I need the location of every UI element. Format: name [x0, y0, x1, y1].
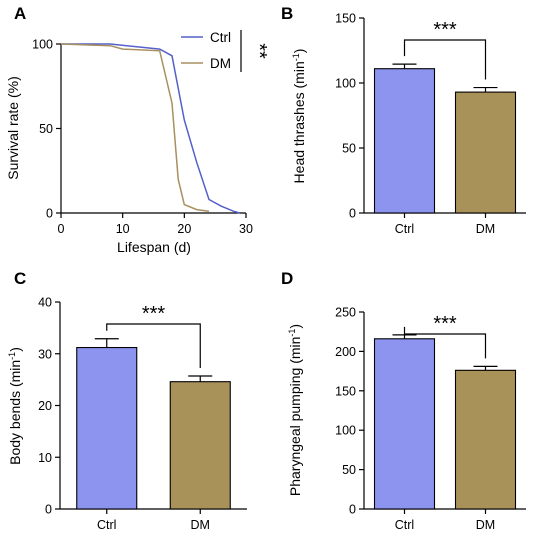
panel-a: A 0 50 100 0 10 20 30 Lifespan (d) Ctrl DM **: [14, 4, 270, 255]
y-tick-label: 50: [342, 142, 356, 156]
y-tick-label: 0: [349, 207, 356, 221]
panel-letter: D: [281, 269, 293, 288]
panel-c: C 0 10 20 30 40 Ctrl DM ***: [14, 269, 247, 532]
x-tick-label: 30: [239, 222, 253, 236]
significance-bracket: [403, 326, 487, 359]
x-axis-title: Lifespan (d): [117, 239, 191, 255]
series-line-ctrl: [61, 43, 241, 214]
y-tick-label: 0: [349, 503, 356, 517]
y-tick-label: 250: [335, 306, 356, 320]
bar-ctrl: [373, 338, 436, 510]
y-tick-label: 30: [38, 347, 52, 361]
bar-dm: [454, 91, 517, 214]
panel-letter: C: [14, 269, 26, 288]
panel-letter: A: [14, 4, 26, 23]
legend-label: DM: [210, 56, 231, 71]
y-tick-label: 40: [38, 296, 52, 310]
panel-letter: B: [281, 4, 293, 23]
y-tick-label: 100: [335, 77, 356, 91]
y-tick-label: 0: [45, 503, 52, 517]
y-tick-label: 150: [335, 384, 356, 398]
y-axis-title: Body bends (min-1): [7, 347, 23, 465]
x-tick-label: Ctrl: [395, 222, 414, 236]
x-tick-label: DM: [476, 222, 495, 236]
x-tick-label: Ctrl: [395, 518, 414, 532]
bar-ctrl: [76, 346, 138, 510]
significance-bracket: [106, 323, 201, 369]
y-tick-label: 100: [32, 38, 53, 52]
y-axis-title: Head thrashes (min-1): [291, 49, 307, 184]
x-tick-label: 20: [177, 222, 191, 236]
x-tick-label: DM: [476, 518, 495, 532]
legend-label: Ctrl: [210, 30, 231, 45]
y-tick-label: 100: [335, 424, 356, 438]
x-tick-label: DM: [191, 518, 210, 532]
y-tick-label: 200: [335, 345, 356, 359]
y-tick-label: 50: [342, 463, 356, 477]
bar-ctrl: [373, 68, 436, 214]
panel-d: D 0 50 100 150 200 250 Ctrl DM ***: [281, 269, 526, 532]
x-tick-label: 0: [58, 222, 65, 236]
significance-label: ***: [433, 19, 457, 41]
y-axis-title: Pharyngeal pumping (min-1): [287, 324, 303, 496]
y-axis-title: Survival rate (%): [5, 76, 21, 179]
significance-label: **: [248, 43, 270, 59]
y-tick-label: 0: [46, 207, 53, 221]
x-tick-label: 10: [116, 222, 130, 236]
bar-dm: [169, 381, 231, 510]
x-tick-label: Ctrl: [97, 518, 116, 532]
bar-dm: [454, 369, 517, 510]
significance-label: ***: [433, 313, 457, 335]
significance-bracket: [403, 39, 487, 80]
y-tick-label: 10: [38, 451, 52, 465]
panel-b: B 0 50 100 150 Ctrl DM ***: [281, 4, 526, 236]
y-tick-label: 50: [39, 122, 53, 136]
series-line-dm: [60, 43, 210, 213]
y-tick-label: 150: [335, 12, 356, 26]
significance-label: ***: [142, 303, 166, 325]
y-tick-label: 20: [38, 399, 52, 413]
